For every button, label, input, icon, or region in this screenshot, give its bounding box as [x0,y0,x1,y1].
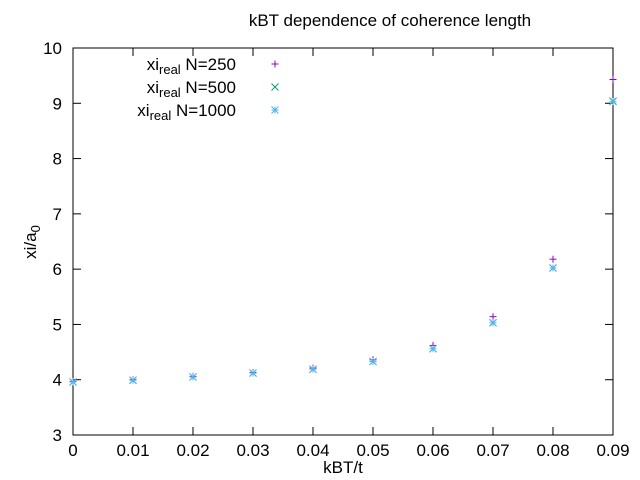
legend-label-subscript: real [159,62,181,77]
x-tick-label: 0 [68,441,77,460]
data-point-series-3 [429,344,437,353]
legend-label-series-3: xireal N=1000 [137,101,236,123]
y-tick-label: 3 [53,426,62,445]
legend-label-main: xi [137,101,149,120]
legend-label-main: xi [147,55,159,74]
data-point-series-1 [489,313,497,321]
y-tick-label: 8 [53,150,62,169]
data-point-series-3 [189,373,197,381]
x-tick-label: 0.06 [416,441,449,460]
chart-title: kBT dependence of coherence length [249,11,531,30]
y-tick-label: 9 [53,94,62,113]
legend-label-rest: N=250 [181,55,236,74]
y-tick-label: 6 [53,260,62,279]
x-tick-label: 0.09 [596,441,629,460]
data-point-series-3 [249,369,257,377]
data-point-series-3 [69,378,77,386]
x-tick-label: 0.02 [176,441,209,460]
y-tick-label: 4 [53,371,62,390]
y-tick-label: 10 [43,39,62,58]
legend-marker-series-2 [271,83,279,91]
legend-label-rest: N=1000 [171,101,236,120]
data-points [69,76,617,386]
x-tick-label: 0.03 [236,441,269,460]
legend-label-subscript: real [150,108,172,123]
legend-label-rest: N=500 [181,78,236,97]
plot-frame [72,47,614,436]
x-tick-label: 0.08 [536,441,569,460]
legend-marker-series-1 [271,60,279,68]
y-tick-label: 5 [53,315,62,334]
data-point-series-3 [489,318,497,327]
x-tick-label: 0.05 [356,441,389,460]
y-tick-label: 7 [53,205,62,224]
x-tick-label: 0.04 [296,441,329,460]
y-axis-label-subscript: 0 [28,225,43,232]
data-point-series-3 [309,365,317,374]
legend-label-subscript: real [159,85,181,100]
legend-label-series-2: xireal N=500 [147,78,236,100]
legend-label-main: xi [147,78,159,97]
legend-marker-series-3 [271,106,279,114]
y-axis: 3 4 5 6 7 8 9 10 [43,39,613,445]
data-point-series-3 [609,97,617,106]
data-point-series-1 [609,76,617,84]
x-axis-label: kBT/t [323,458,363,477]
data-point-series-1 [549,255,557,263]
x-tick-label: 0.01 [116,441,149,460]
data-point-series-3 [549,264,557,272]
data-point-series-3 [129,376,137,385]
y-axis-label-main: xi/a [21,232,40,259]
x-axis: 0 0.01 0.02 0.03 0.04 0.05 0.06 0.07 0.08 0.09 [68,48,630,460]
legend-label-series-1: xireal N=250 [147,55,236,77]
x-tick-label: 0.07 [476,441,509,460]
data-point-series-3 [369,357,377,366]
y-axis-label: xi/a0 [21,225,43,259]
